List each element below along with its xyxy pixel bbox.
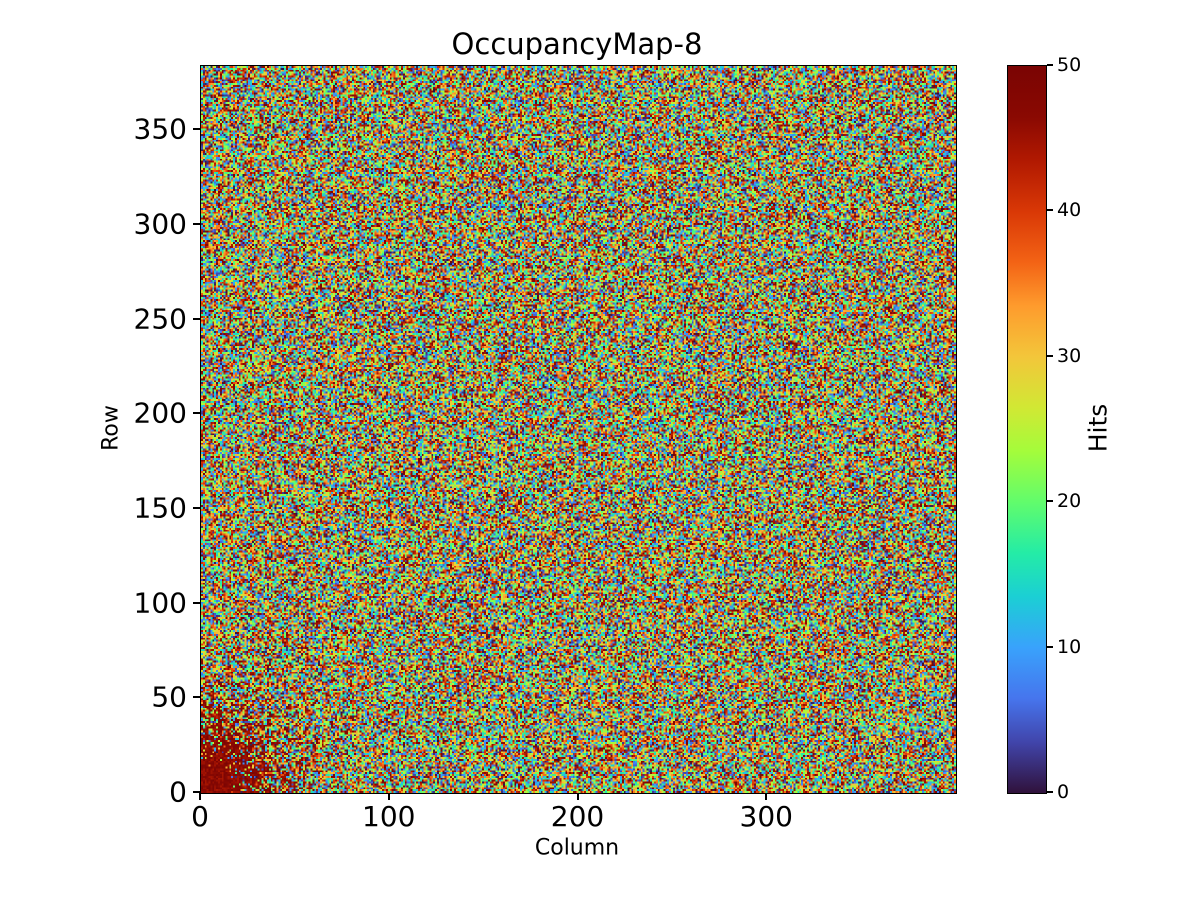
x-tick-mark [387, 793, 390, 800]
x-tick-label: 0 [191, 800, 209, 833]
y-tick-mark [193, 128, 200, 131]
colorbar-tick-mark [1047, 500, 1053, 503]
plot-area [200, 65, 957, 794]
chart-title: OccupancyMap-8 [451, 27, 703, 61]
y-tick-mark [193, 412, 200, 415]
colorbar-tick-mark [1047, 209, 1053, 212]
y-tick-mark [193, 317, 200, 320]
y-tick-label: 0 [169, 775, 187, 809]
y-tick-label: 100 [133, 586, 187, 620]
y-tick-mark [193, 601, 200, 604]
y-tick-mark [193, 223, 200, 226]
colorbar-tick-mark [1047, 354, 1053, 357]
y-tick-label: 350 [133, 112, 187, 146]
y-tick-mark [193, 507, 200, 510]
x-tick-label: 100 [362, 800, 416, 833]
colorbar-label: Hits [1083, 403, 1113, 453]
x-tick-mark [765, 793, 768, 800]
colorbar-tick-label: 20 [1057, 490, 1082, 513]
y-tick-mark [193, 696, 200, 699]
y-tick-label: 250 [133, 302, 187, 336]
colorbar-tick-mark [1047, 64, 1053, 66]
colorbar-tick-mark [1047, 645, 1053, 648]
colorbar-tick-label: 40 [1057, 199, 1082, 222]
colorbar-tick-label: 30 [1057, 344, 1082, 367]
y-tick-label: 200 [133, 396, 187, 430]
heatmap-canvas [201, 66, 956, 793]
colorbar-tick-mark [1047, 791, 1053, 793]
y-tick-label: 150 [133, 491, 187, 525]
y-tick-label: 300 [133, 207, 187, 241]
colorbar-tick-label: 10 [1057, 635, 1082, 658]
y-tick-mark [193, 791, 200, 793]
x-tick-mark [199, 793, 201, 800]
colorbar-tick-label: 50 [1057, 54, 1082, 76]
colorbar [1007, 65, 1047, 794]
x-tick-label: 300 [739, 800, 793, 833]
colorbar-tick-label: 0 [1057, 781, 1070, 803]
y-tick-label: 50 [151, 680, 187, 714]
x-axis-label: Column [534, 835, 620, 861]
x-tick-mark [576, 793, 579, 800]
x-tick-label: 200 [550, 800, 605, 833]
